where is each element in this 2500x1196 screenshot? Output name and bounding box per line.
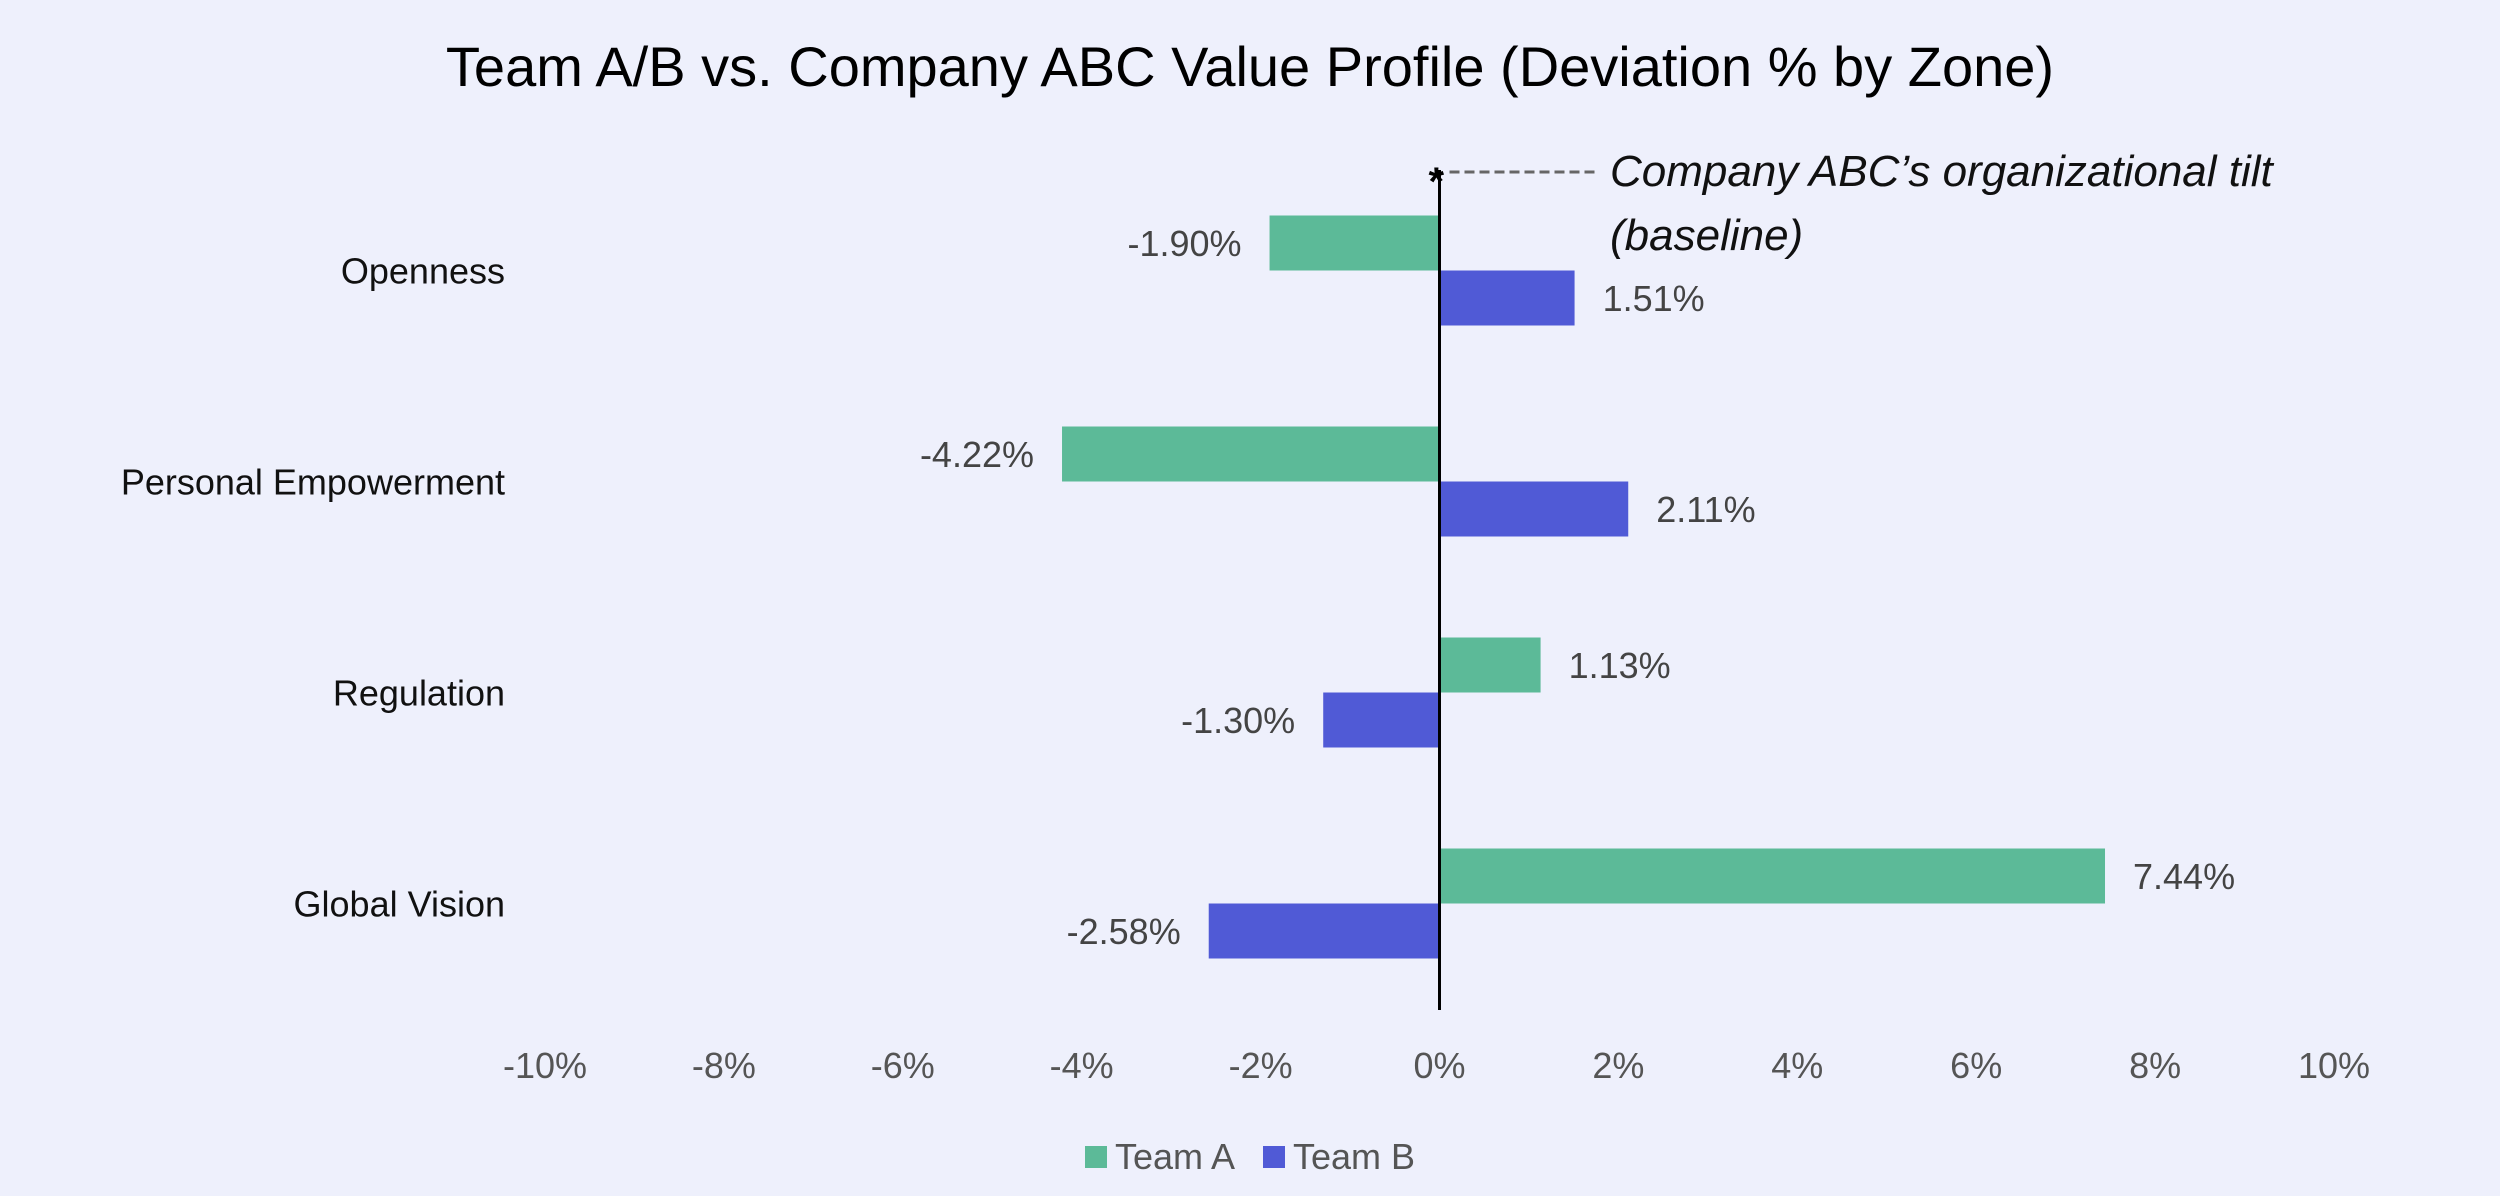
data-label: -1.90% [1127,223,1241,264]
data-label: 7.44% [2133,856,2235,897]
legend-swatch-team-b [1263,1146,1285,1168]
x-axis-ticks: -10% -8% -6% -4% -2% 0% 2% 4% 6% 8% 10% [503,1045,2370,1086]
category-label: Regulation [333,673,505,714]
x-tick-label: 10% [2298,1045,2370,1086]
annotation-line-2: (baseline) [1610,211,1803,260]
baseline-annotation: * Company ABC’s organizational tilt (bas… [1429,147,2275,260]
bar-team-a [1439,637,1541,693]
title-part-rest: Value Profile (Deviation % by Zone) [1155,35,2055,98]
category-labels: Openness Personal Empowerment Regulation Gl… [121,251,505,925]
bar-team-a [1062,426,1440,482]
data-label: -2.58% [1067,911,1181,952]
legend-swatch-team-a [1084,1146,1107,1168]
x-tick-label: 8% [2129,1045,2181,1086]
chart-title: Team A/B vs. Company ABC Value Profile (… [0,34,2500,99]
x-tick-label: -4% [1050,1045,1114,1086]
bar-team-b [1439,270,1575,326]
bar-team-b [1439,481,1629,537]
category-label: Global Vision [294,884,505,925]
legend-item-team-a: Team A [1084,1136,1235,1178]
title-part-team: Team A/B [445,35,686,98]
x-tick-label: 4% [1771,1045,1823,1086]
annotation-marker: * [1429,160,1445,204]
legend-label-team-b: Team B [1293,1136,1416,1177]
legend-label-team-a: Team A [1114,1136,1235,1177]
x-tick-label: -2% [1229,1045,1293,1086]
data-label: -4.22% [920,434,1034,475]
x-tick-label: -8% [692,1045,756,1086]
bar-team-a [1269,215,1440,271]
bar-team-a [1439,848,2106,904]
bars-group [1062,215,2106,959]
title-part-company: Company ABC [788,35,1156,98]
category-label: Personal Empowerment [121,462,505,503]
data-label: 1.51% [1603,278,1705,319]
legend: Team A Team B [0,1136,2500,1178]
bar-team-b [1208,903,1440,959]
title-part-vs: vs. [685,35,789,98]
bar-team-b [1323,692,1440,748]
category-label: Openness [341,251,505,292]
x-tick-label: 0% [1413,1045,1465,1086]
data-label: 2.11% [1656,489,1755,530]
data-label: 1.13% [1569,645,1671,686]
data-labels: -1.90% 1.51% -4.22% 2.11% 1.13% -1.30% 7.44% -2… [920,223,2235,952]
x-tick-label: 6% [1950,1045,2002,1086]
legend-item-team-b: Team B [1263,1136,1415,1178]
annotation-line-1: Company ABC’s organizational tilt [1610,147,2275,196]
data-label: -1.30% [1181,700,1295,741]
x-tick-label: -6% [871,1045,935,1086]
x-tick-label: 2% [1592,1045,1644,1086]
x-tick-label: -10% [503,1045,587,1086]
